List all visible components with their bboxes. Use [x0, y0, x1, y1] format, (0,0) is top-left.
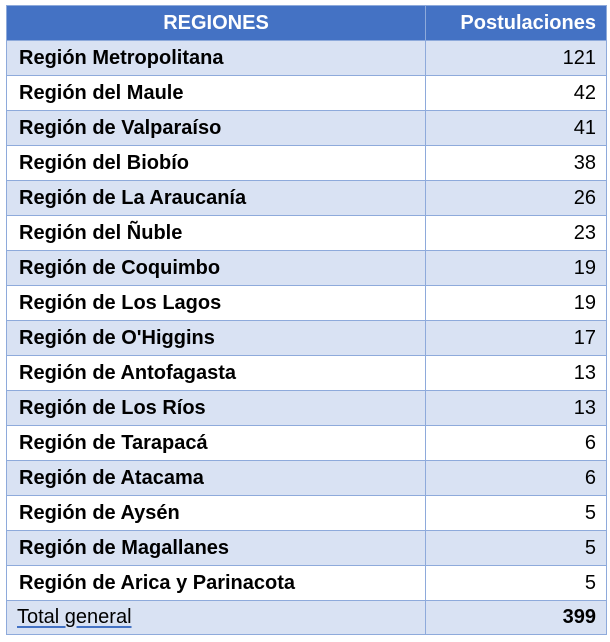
region-name-cell: Región de O'Higgins	[6, 320, 426, 356]
regions-table: REGIONES Postulaciones Región Metropolit…	[6, 5, 607, 635]
region-name-cell: Región de Arica y Parinacota	[6, 565, 426, 601]
regions-table-container: REGIONES Postulaciones Región Metropolit…	[6, 5, 607, 635]
table-row: Región de Los Lagos 19	[6, 285, 607, 321]
region-name-cell: Región de Los Ríos	[6, 390, 426, 426]
postulaciones-cell: 5	[425, 495, 607, 531]
postulaciones-cell: 26	[425, 180, 607, 216]
total-value: 399	[425, 600, 607, 635]
postulaciones-cell: 6	[425, 460, 607, 496]
postulaciones-cell: 42	[425, 75, 607, 111]
region-name-cell: Región del Biobío	[6, 145, 426, 181]
postulaciones-cell: 13	[425, 390, 607, 426]
header-postulaciones: Postulaciones	[425, 5, 607, 41]
table-row: Región de Atacama 6	[6, 460, 607, 496]
table-row: Región del Maule 42	[6, 75, 607, 111]
postulaciones-cell: 13	[425, 355, 607, 391]
table-row: Región de Valparaíso 41	[6, 110, 607, 146]
table-row: Región de La Araucanía 26	[6, 180, 607, 216]
table-row: Región de Antofagasta 13	[6, 355, 607, 391]
table-row: Región del Ñuble 23	[6, 215, 607, 251]
table-row: Región de Los Ríos 13	[6, 390, 607, 426]
region-name-cell: Región de La Araucanía	[6, 180, 426, 216]
postulaciones-cell: 5	[425, 565, 607, 601]
table-row: Región de Magallanes 5	[6, 530, 607, 566]
region-name-cell: Región de Valparaíso	[6, 110, 426, 146]
region-name-cell: Región del Ñuble	[6, 215, 426, 251]
region-name-cell: Región Metropolitana	[6, 40, 426, 76]
table-row: Región de Arica y Parinacota 5	[6, 565, 607, 601]
total-label: Total general	[17, 606, 132, 628]
region-name-cell: Región de Aysén	[6, 495, 426, 531]
postulaciones-cell: 41	[425, 110, 607, 146]
table-row: Región de O'Higgins 17	[6, 320, 607, 356]
table-header-row: REGIONES Postulaciones	[6, 5, 607, 41]
postulaciones-cell: 121	[425, 40, 607, 76]
postulaciones-cell: 38	[425, 145, 607, 181]
postulaciones-cell: 6	[425, 425, 607, 461]
header-regiones: REGIONES	[6, 5, 426, 41]
region-name-cell: Región de Tarapacá	[6, 425, 426, 461]
region-name-cell: Región del Maule	[6, 75, 426, 111]
table-row: Región Metropolitana 121	[6, 40, 607, 76]
region-name-cell: Región de Coquimbo	[6, 250, 426, 286]
postulaciones-cell: 23	[425, 215, 607, 251]
region-name-cell: Región de Magallanes	[6, 530, 426, 566]
region-name-cell: Región de Los Lagos	[6, 285, 426, 321]
table-body: Región Metropolitana 121 Región del Maule 4…	[6, 40, 607, 601]
total-label-cell: Total general	[6, 600, 426, 635]
region-name-cell: Región de Atacama	[6, 460, 426, 496]
postulaciones-cell: 19	[425, 250, 607, 286]
table-row: Región del Biobío 38	[6, 145, 607, 181]
table-row: Región de Coquimbo 19	[6, 250, 607, 286]
table-row: Región de Aysén 5	[6, 495, 607, 531]
postulaciones-cell: 17	[425, 320, 607, 356]
table-row: Región de Tarapacá 6	[6, 425, 607, 461]
postulaciones-cell: 19	[425, 285, 607, 321]
region-name-cell: Región de Antofagasta	[6, 355, 426, 391]
postulaciones-cell: 5	[425, 530, 607, 566]
total-row: Total general 399	[6, 600, 607, 635]
